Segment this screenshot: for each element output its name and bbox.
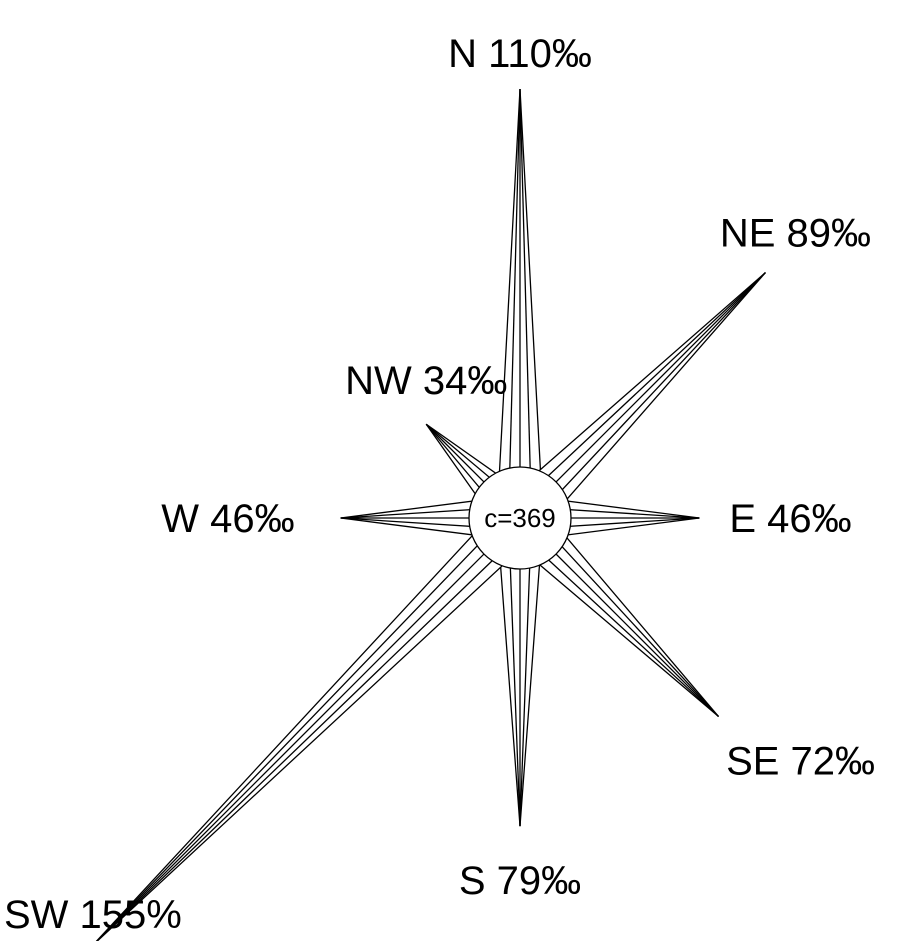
ray-sw-inner-line	[96, 517, 521, 941]
ray-n-inner-line	[507, 88, 521, 519]
label-s: S 79‰	[459, 859, 581, 903]
ray-sw-inner-line	[96, 525, 529, 941]
ray-s-inner-line	[507, 517, 521, 827]
ray-ne-inner-line	[527, 272, 766, 527]
ray-n-inner-line	[519, 88, 533, 519]
label-nw: NW 34‰	[345, 359, 507, 403]
label-ne: NE 89‰	[720, 212, 871, 256]
center-circle	[468, 466, 572, 570]
label-e: E 46‰	[729, 497, 851, 541]
label-sw: SW 155%	[4, 893, 182, 937]
label-n: N 110‰	[448, 32, 592, 76]
ray-ne-inner-line	[511, 272, 766, 511]
ray-sw-inner-line	[95, 509, 513, 941]
label-se: SE 72‰	[726, 740, 875, 784]
ray-s-inner-line	[519, 517, 533, 827]
center-count-label: c=369	[484, 503, 556, 533]
direction-labels: N 110‰ NE 89‰ E 46‰ SE 72‰ S 79‰ SW 155% W 46‰…	[4, 32, 875, 937]
ray-ne-inner-line	[519, 272, 766, 519]
label-w: W 46‰	[161, 497, 294, 541]
